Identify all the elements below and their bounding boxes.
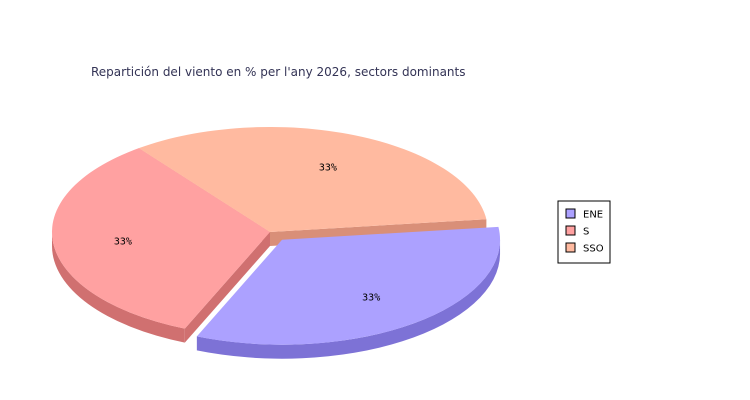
legend-label-ene: ENE bbox=[583, 210, 603, 221]
pie-label-sso: 33% bbox=[319, 162, 337, 173]
pie-slice-ene bbox=[196, 226, 501, 345]
legend: ENE S SSO bbox=[557, 200, 611, 264]
pie-side-s-cut-0 bbox=[184, 232, 270, 343]
legend-label-sso: SSO bbox=[583, 244, 604, 255]
legend-items: ENE S SSO bbox=[565, 208, 604, 255]
chart-title: Repartición del viento en % per l'any 20… bbox=[91, 65, 465, 79]
pie-slice-s bbox=[52, 148, 270, 329]
pie-labels: 33% 33% 33% bbox=[114, 162, 380, 303]
pie-label-s: 33% bbox=[114, 237, 132, 248]
pie-slice-sso bbox=[138, 127, 487, 232]
pie-slices bbox=[52, 127, 501, 345]
legend-swatch-ene bbox=[565, 208, 576, 219]
pie-label-ene: 33% bbox=[362, 293, 380, 304]
legend-label-s: S bbox=[583, 227, 589, 238]
pie-side-ene bbox=[196, 239, 501, 359]
pie-side-s bbox=[52, 232, 185, 343]
legend-swatch-s bbox=[565, 225, 576, 236]
legend-swatch-sso bbox=[565, 242, 576, 253]
